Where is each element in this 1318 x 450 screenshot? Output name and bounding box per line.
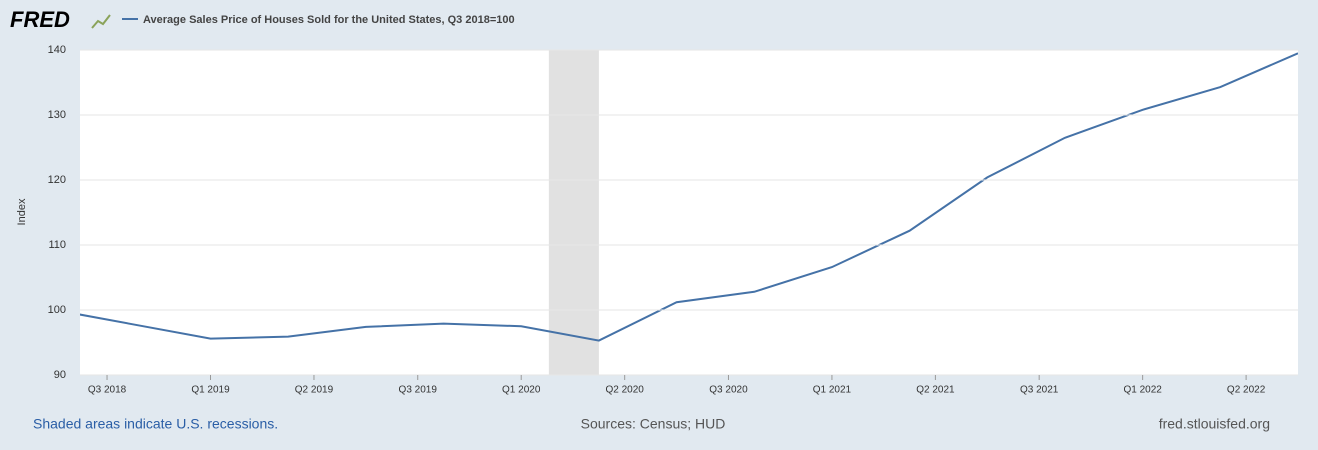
x-tick-label: Q3 2018 — [88, 385, 127, 396]
plot-area — [80, 50, 1298, 375]
source-url[interactable]: fred.stlouisfed.org — [1159, 416, 1270, 432]
x-tick-label: Q1 2021 — [813, 385, 852, 396]
plot-layer — [80, 50, 1298, 375]
x-tick-label: Q3 2021 — [1020, 385, 1059, 396]
legend-title: Average Sales Price of Houses Sold for t… — [143, 14, 515, 26]
x-tick-label: Q3 2019 — [399, 385, 438, 396]
series-line — [80, 52, 1298, 342]
y-tick-label: 130 — [48, 109, 66, 121]
x-tick-label: Q1 2020 — [502, 385, 541, 396]
recession-band — [548, 50, 599, 375]
logo-icon — [91, 14, 111, 29]
x-tick-label: Q1 2019 — [191, 385, 230, 396]
x-tick-label: Q2 2020 — [605, 385, 644, 396]
y-tick-label: 100 — [48, 304, 66, 316]
x-tick-label: Q3 2020 — [709, 385, 748, 396]
recession-note[interactable]: Shaded areas indicate U.S. recessions. — [33, 416, 278, 432]
brand-logo[interactable]: FRED — [10, 7, 70, 32]
x-tick-label: Q1 2022 — [1123, 385, 1162, 396]
y-tick-label: 110 — [48, 239, 66, 251]
x-tick-label: Q2 2019 — [295, 385, 334, 396]
y-tick-label: 120 — [48, 174, 66, 186]
y-axis-label: Index — [16, 198, 28, 225]
y-tick-label: 90 — [54, 369, 66, 381]
y-tick-label: 140 — [48, 44, 66, 56]
x-tick-label: Q2 2021 — [916, 385, 955, 396]
sources-note: Sources: Census; HUD — [581, 416, 726, 432]
x-tick-label: Q2 2022 — [1227, 385, 1266, 396]
